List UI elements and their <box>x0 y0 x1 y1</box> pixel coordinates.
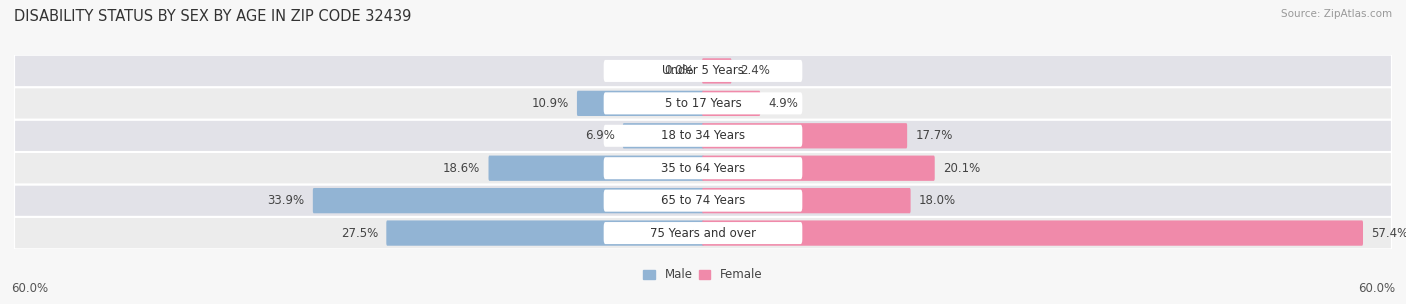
Text: 18.6%: 18.6% <box>443 162 481 175</box>
FancyBboxPatch shape <box>702 156 935 181</box>
Text: 57.4%: 57.4% <box>1371 226 1406 240</box>
FancyBboxPatch shape <box>623 123 704 148</box>
FancyBboxPatch shape <box>14 152 1392 185</box>
FancyBboxPatch shape <box>14 185 1392 217</box>
FancyBboxPatch shape <box>387 220 704 246</box>
Text: 75 Years and over: 75 Years and over <box>650 226 756 240</box>
FancyBboxPatch shape <box>603 190 803 212</box>
Text: 65 to 74 Years: 65 to 74 Years <box>661 194 745 207</box>
Text: 35 to 64 Years: 35 to 64 Years <box>661 162 745 175</box>
Text: 27.5%: 27.5% <box>340 226 378 240</box>
Text: Source: ZipAtlas.com: Source: ZipAtlas.com <box>1281 9 1392 19</box>
Text: 5 to 17 Years: 5 to 17 Years <box>665 97 741 110</box>
Text: 20.1%: 20.1% <box>943 162 980 175</box>
Text: 60.0%: 60.0% <box>11 282 48 295</box>
Text: 33.9%: 33.9% <box>267 194 305 207</box>
Text: 17.7%: 17.7% <box>915 129 953 142</box>
Text: 60.0%: 60.0% <box>1358 282 1395 295</box>
Legend: Male, Female: Male, Female <box>638 264 768 286</box>
FancyBboxPatch shape <box>702 220 1362 246</box>
Text: 4.9%: 4.9% <box>769 97 799 110</box>
Text: 18.0%: 18.0% <box>920 194 956 207</box>
FancyBboxPatch shape <box>14 217 1392 249</box>
Text: Under 5 Years: Under 5 Years <box>662 64 744 78</box>
FancyBboxPatch shape <box>14 87 1392 119</box>
Text: 18 to 34 Years: 18 to 34 Years <box>661 129 745 142</box>
FancyBboxPatch shape <box>603 92 803 114</box>
FancyBboxPatch shape <box>702 91 761 116</box>
FancyBboxPatch shape <box>312 188 704 213</box>
FancyBboxPatch shape <box>14 55 1392 87</box>
FancyBboxPatch shape <box>702 188 911 213</box>
Text: 2.4%: 2.4% <box>740 64 769 78</box>
FancyBboxPatch shape <box>603 222 803 244</box>
Text: DISABILITY STATUS BY SEX BY AGE IN ZIP CODE 32439: DISABILITY STATUS BY SEX BY AGE IN ZIP C… <box>14 9 412 24</box>
FancyBboxPatch shape <box>576 91 704 116</box>
FancyBboxPatch shape <box>702 58 731 84</box>
FancyBboxPatch shape <box>488 156 704 181</box>
Text: 6.9%: 6.9% <box>585 129 614 142</box>
FancyBboxPatch shape <box>603 60 803 82</box>
Text: 0.0%: 0.0% <box>664 64 693 78</box>
FancyBboxPatch shape <box>14 119 1392 152</box>
Text: 10.9%: 10.9% <box>531 97 568 110</box>
FancyBboxPatch shape <box>603 125 803 147</box>
FancyBboxPatch shape <box>603 157 803 179</box>
FancyBboxPatch shape <box>702 123 907 148</box>
